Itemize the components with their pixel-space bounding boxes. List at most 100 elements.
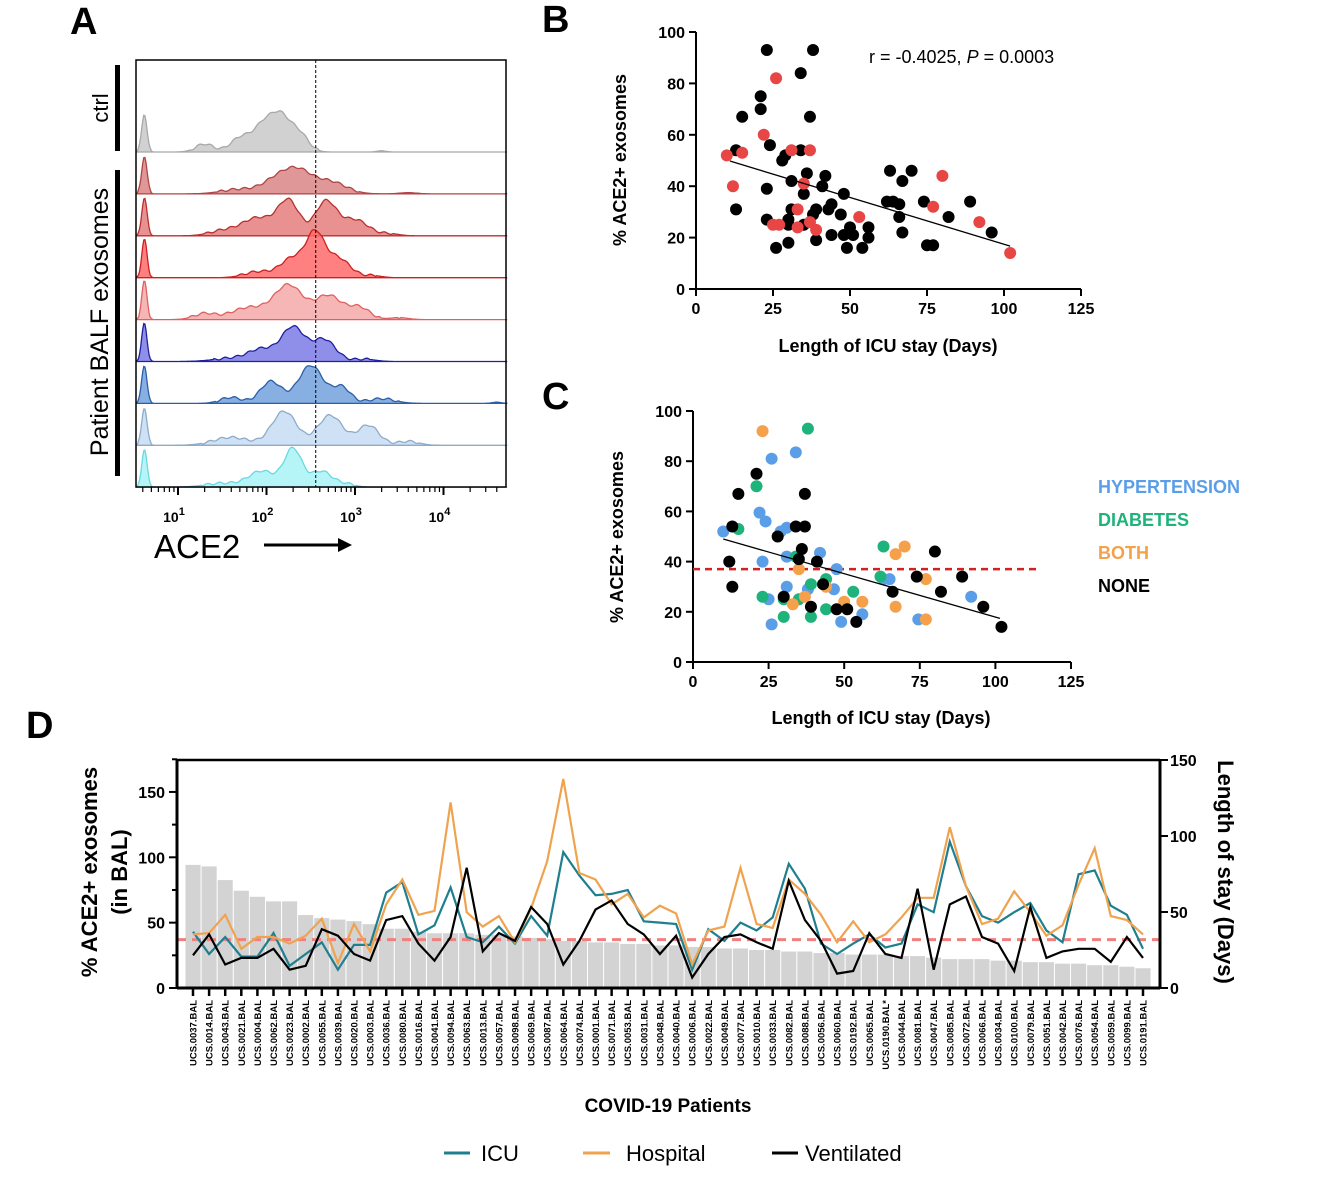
data-point-both <box>889 548 902 561</box>
data-point-none <box>956 570 969 583</box>
y2-tick-label: 100 <box>1170 829 1197 846</box>
patient-label: UCS.0022.BAL <box>704 1000 715 1066</box>
data-point <box>760 43 773 56</box>
data-point <box>763 139 776 152</box>
patient-label: UCS.0063.BAL <box>462 1000 473 1066</box>
data-point <box>800 167 813 180</box>
x-tick-label: 101 <box>163 506 185 525</box>
data-point-both <box>856 595 869 608</box>
data-point <box>834 208 847 221</box>
data-point-diabetes <box>756 590 769 603</box>
stay-bar <box>507 936 523 988</box>
data-point-both <box>919 573 932 586</box>
data-point-none <box>732 487 745 500</box>
data-point-none <box>726 580 739 593</box>
legend: ICU Hospital Ventilated <box>444 1141 902 1166</box>
patient-label: UCS.0047.BAL <box>929 1000 940 1066</box>
data-point-none <box>934 585 947 598</box>
x-axis-label: ACE2 <box>154 528 240 565</box>
data-point <box>853 211 866 224</box>
data-point <box>794 67 807 80</box>
y2-tick-label: 150 <box>1170 753 1197 770</box>
data-point <box>927 239 940 252</box>
data-point <box>760 182 773 195</box>
data-point <box>810 234 823 247</box>
stay-bar <box>1038 962 1054 988</box>
patients-label: Patient BALF exosomes <box>86 188 114 456</box>
y-tick-label: 80 <box>664 454 682 471</box>
data-point-none <box>995 620 1008 633</box>
x-axis-label: Length of ICU stay (Days) <box>771 708 990 728</box>
data-point <box>905 164 918 177</box>
patient-label: UCS.0098.BAL <box>511 1000 522 1066</box>
stay-bar <box>491 934 507 988</box>
data-point-diabetes <box>801 422 814 435</box>
patient-label: UCS.0003.BAL <box>366 1000 377 1066</box>
patient-label: UCS.0060.BAL <box>833 1000 844 1066</box>
legend-label-icu: ICU <box>481 1141 519 1166</box>
y2-axis-label: Length of stay (Days) <box>1213 760 1238 984</box>
data-point <box>782 218 795 231</box>
stay-bar <box>443 933 459 988</box>
stay-bar <box>1022 962 1038 988</box>
ctrl-bracket <box>115 65 120 151</box>
y-tick-label: 100 <box>655 404 682 421</box>
stay-bar <box>797 951 813 988</box>
data-point-diabetes <box>874 570 887 583</box>
patient-label: UCS.0020.BAL <box>350 1000 361 1066</box>
data-point <box>754 103 767 116</box>
data-point <box>847 229 860 242</box>
data-point-none <box>750 467 763 480</box>
patient-label: UCS.0076.BAL <box>1074 1000 1085 1066</box>
y-tick-label: 100 <box>138 850 165 867</box>
y-axis-label-line2: (in BAL) <box>107 829 132 915</box>
data-point <box>816 180 829 193</box>
data-point-hypertension <box>883 573 896 586</box>
plot-frame <box>135 59 507 488</box>
patient-label: UCS.0057.BAL <box>494 1000 505 1066</box>
stay-bar <box>861 954 877 988</box>
data-point <box>819 169 832 182</box>
stay-bar <box>330 919 346 988</box>
data-point-none <box>977 600 990 613</box>
patient-label: UCS.0192.BAL <box>849 1000 860 1066</box>
tick-exponent: 1 <box>179 506 185 518</box>
patient-label: UCS.0021.BAL <box>237 1000 248 1066</box>
x-tick-label: 104 <box>429 506 452 525</box>
data-point-hypertension <box>965 590 978 603</box>
stay-bar <box>1087 965 1103 988</box>
regression-line <box>723 538 1001 619</box>
stay-bar <box>926 957 942 988</box>
tick-exponent: 4 <box>444 506 451 518</box>
data-point-hypertension <box>717 525 730 538</box>
x-tick-label: 0 <box>689 674 698 691</box>
data-point <box>862 231 875 244</box>
patient-label: UCS.0094.BAL <box>446 1000 457 1066</box>
tick-exponent: 3 <box>356 506 362 518</box>
data-point-none <box>830 603 843 616</box>
data-point-none <box>841 603 854 616</box>
patient-label: UCS.0059.BAL <box>1106 1000 1117 1066</box>
stay-bar <box>1103 965 1119 988</box>
data-point <box>791 221 804 234</box>
patient-label: UCS.0100.BAL <box>1010 1000 1021 1066</box>
stay-bar <box>217 880 233 988</box>
y-tick-label: 40 <box>664 555 682 572</box>
x-tick-label: 125 <box>1058 674 1085 691</box>
patient-label: UCS.0031.BAL <box>639 1000 650 1066</box>
data-point-both <box>792 563 805 576</box>
data-point <box>856 241 869 254</box>
y2-tick-label: 50 <box>1170 905 1188 922</box>
data-point <box>825 198 838 211</box>
patient-label: UCS.0036.BAL <box>382 1000 393 1066</box>
stay-bar <box>185 864 201 988</box>
data-point-none <box>726 520 739 533</box>
x-tick-label: 102 <box>252 506 274 525</box>
data-point-both <box>889 600 902 613</box>
patient-label: UCS.0033.BAL <box>768 1000 779 1066</box>
y-tick-label: 60 <box>667 128 685 145</box>
legend-both: BOTH <box>1098 543 1149 563</box>
stay-bar <box>620 943 636 988</box>
x-axis-ticks: 101 102 103 104 <box>142 487 498 525</box>
panel-letter-c: C <box>542 376 569 418</box>
